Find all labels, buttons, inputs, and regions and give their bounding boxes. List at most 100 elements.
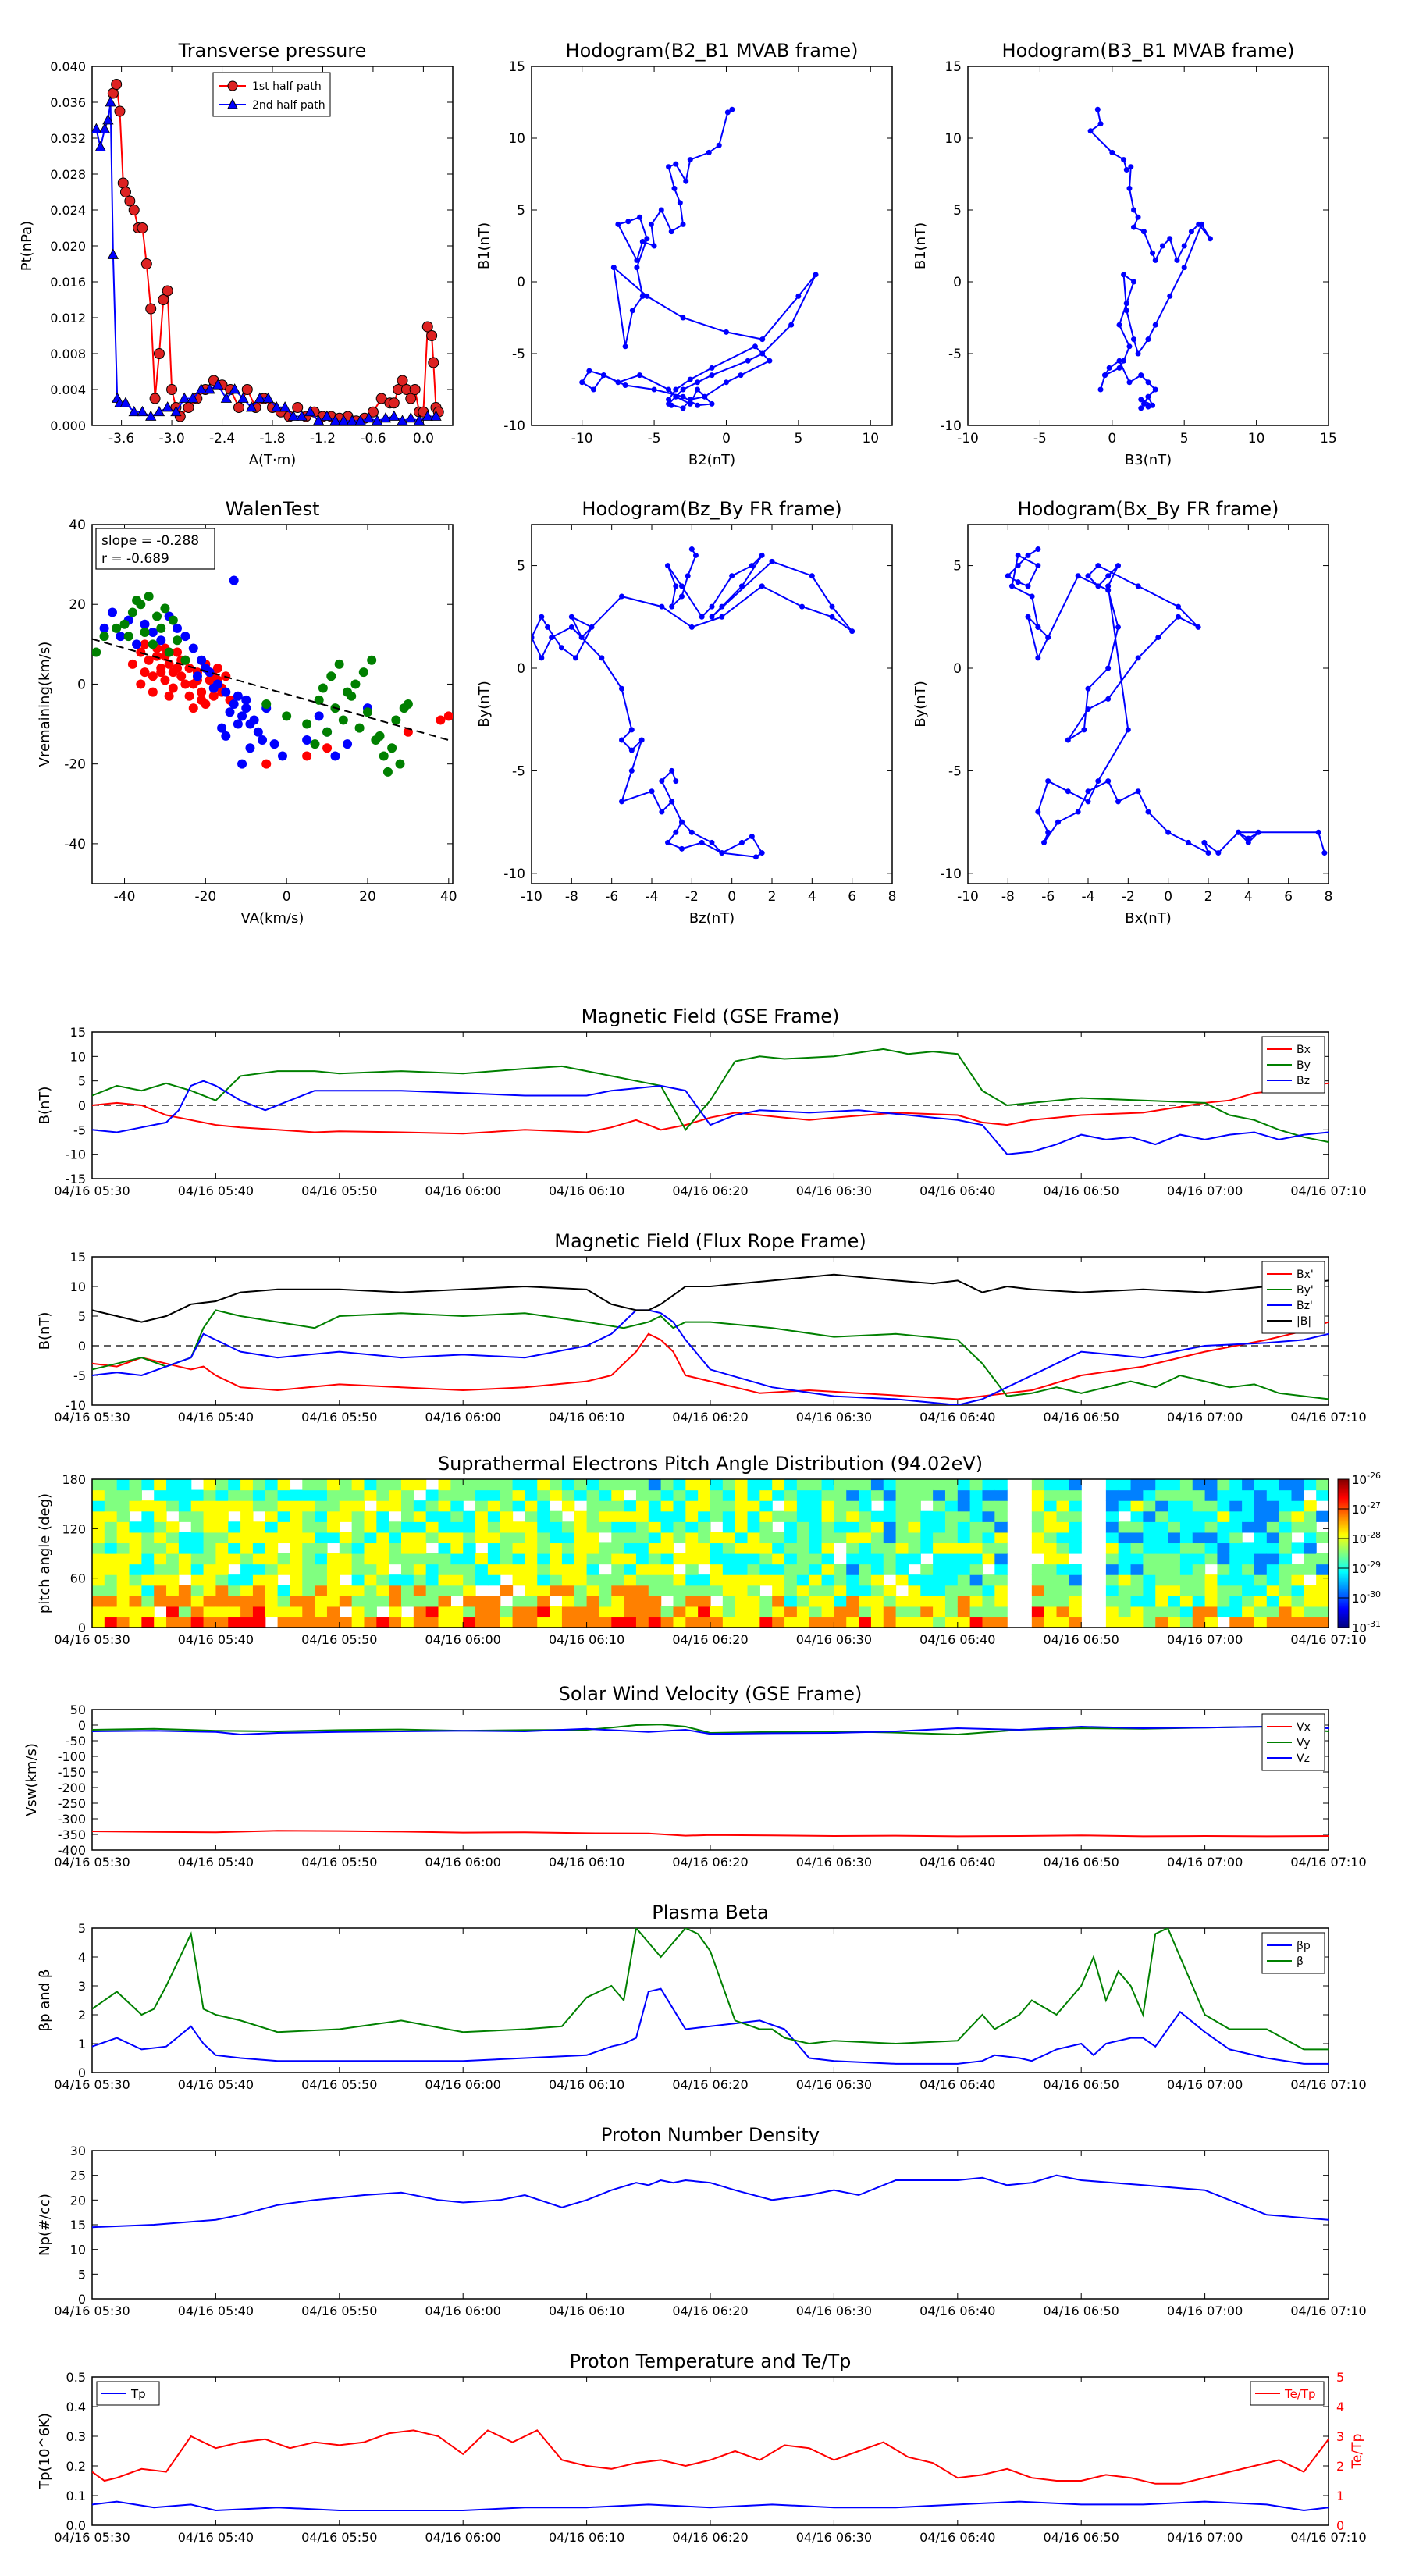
y-tick-label: -10	[66, 1398, 86, 1413]
heatmap-cell	[796, 1606, 810, 1618]
heatmap-cell	[339, 1510, 353, 1522]
heatmap-cell	[116, 1500, 130, 1512]
data-point	[233, 402, 245, 413]
heatmap-cell	[895, 1564, 909, 1575]
heatmap-cell	[1143, 1479, 1156, 1491]
heatmap-cell	[1179, 1479, 1193, 1491]
data-point	[261, 759, 272, 769]
heatmap-cell	[920, 1489, 934, 1501]
heatmap-cell	[698, 1532, 711, 1544]
heatmap-cell	[759, 1564, 773, 1575]
data-point	[680, 315, 686, 321]
data-point	[314, 695, 324, 705]
heatmap-cell	[784, 1542, 798, 1554]
data-point	[1145, 336, 1151, 343]
x-tick-label: -6	[1041, 889, 1055, 905]
heatmap-cell	[821, 1500, 834, 1512]
heatmap-cell	[302, 1542, 315, 1554]
heatmap-cell	[252, 1585, 266, 1596]
heatmap-cell	[698, 1521, 711, 1533]
x-tick-label: -10	[957, 431, 979, 447]
heatmap-cell	[933, 1542, 946, 1554]
data-point	[375, 731, 385, 741]
y-tick-label: 5	[953, 203, 962, 219]
heatmap-cell	[561, 1585, 575, 1596]
heatmap-cell	[685, 1564, 699, 1575]
heatmap-cell	[920, 1585, 934, 1596]
heatmap-cell	[351, 1500, 365, 1512]
data-point	[699, 614, 705, 620]
heatmap-cell	[154, 1574, 167, 1586]
heatmap-cell	[859, 1564, 872, 1575]
heatmap-cell	[859, 1596, 872, 1607]
heatmap-cell	[351, 1553, 365, 1565]
heatmap-cell	[1304, 1596, 1317, 1607]
data-point	[152, 611, 162, 621]
heatmap-cell	[401, 1479, 414, 1491]
heatmap-cell	[735, 1542, 749, 1554]
heatmap-cell	[809, 1510, 823, 1522]
colorbar-exponent: -29	[1367, 1560, 1381, 1570]
heatmap-cell	[933, 1606, 946, 1618]
data-point	[168, 683, 178, 693]
heatmap-cell	[265, 1542, 279, 1554]
heatmap-cell	[599, 1500, 612, 1512]
heatmap-cell	[475, 1532, 489, 1544]
heatmap-cell	[722, 1596, 736, 1607]
x-tick-label: 04/16 07:10	[1290, 2530, 1366, 2545]
heatmap-cell	[104, 1542, 118, 1554]
data-point	[1176, 603, 1181, 610]
heatmap-cell	[203, 1617, 216, 1628]
data-point	[367, 655, 377, 665]
legend-marker	[227, 98, 238, 109]
heatmap-cell	[1279, 1479, 1293, 1491]
heatmap-cell	[1105, 1510, 1119, 1522]
data-point	[1123, 308, 1129, 314]
data-point	[669, 603, 675, 610]
heatmap-cell	[487, 1553, 501, 1565]
heatmap-cell	[957, 1596, 971, 1607]
heatmap-cell	[141, 1596, 155, 1607]
data-point	[679, 845, 685, 852]
heatmap-cell	[166, 1606, 180, 1618]
data-point	[116, 632, 126, 642]
heatmap-cell	[190, 1521, 205, 1533]
heatmap-cell	[141, 1564, 155, 1575]
data-point	[539, 655, 545, 661]
data-point	[680, 221, 686, 227]
heatmap-cell	[290, 1510, 303, 1522]
series-line	[92, 1928, 1329, 2051]
heatmap-cell	[1279, 1532, 1293, 1544]
data-point	[343, 739, 353, 749]
data-point	[1035, 624, 1041, 630]
data-point	[375, 393, 387, 404]
heatmap-cell	[463, 1596, 476, 1607]
heatmap-cell	[351, 1606, 365, 1618]
heatmap-cell	[1118, 1564, 1132, 1575]
heatmap-cell	[178, 1553, 192, 1565]
heatmap-cell	[550, 1617, 563, 1628]
x-tick-label: 04/16 06:20	[672, 2077, 748, 2092]
data-point	[739, 839, 745, 845]
heatmap-cell	[1044, 1510, 1058, 1522]
data-point	[1176, 614, 1181, 620]
chart-title: Proton Temperature and Te/Tp	[570, 2350, 852, 2372]
data-point	[680, 393, 686, 400]
heatmap-cell	[1254, 1596, 1268, 1607]
plot-frame	[91, 2376, 1329, 2526]
heatmap-cell	[401, 1500, 414, 1512]
heatmap-cell	[834, 1606, 847, 1618]
data-point	[1025, 583, 1031, 589]
data-point	[622, 343, 628, 350]
heatmap-cell	[1031, 1500, 1045, 1512]
x-tick-label: 04/16 07:00	[1167, 1183, 1243, 1198]
heatmap-cell	[104, 1500, 118, 1512]
heatmap-cell	[512, 1574, 525, 1586]
heatmap-cell	[1069, 1510, 1082, 1522]
heatmap-cell	[784, 1574, 798, 1586]
heatmap-cell	[315, 1596, 328, 1607]
heatmap-cell	[759, 1510, 773, 1522]
heatmap-cell	[1266, 1585, 1280, 1596]
data-point	[759, 850, 765, 856]
